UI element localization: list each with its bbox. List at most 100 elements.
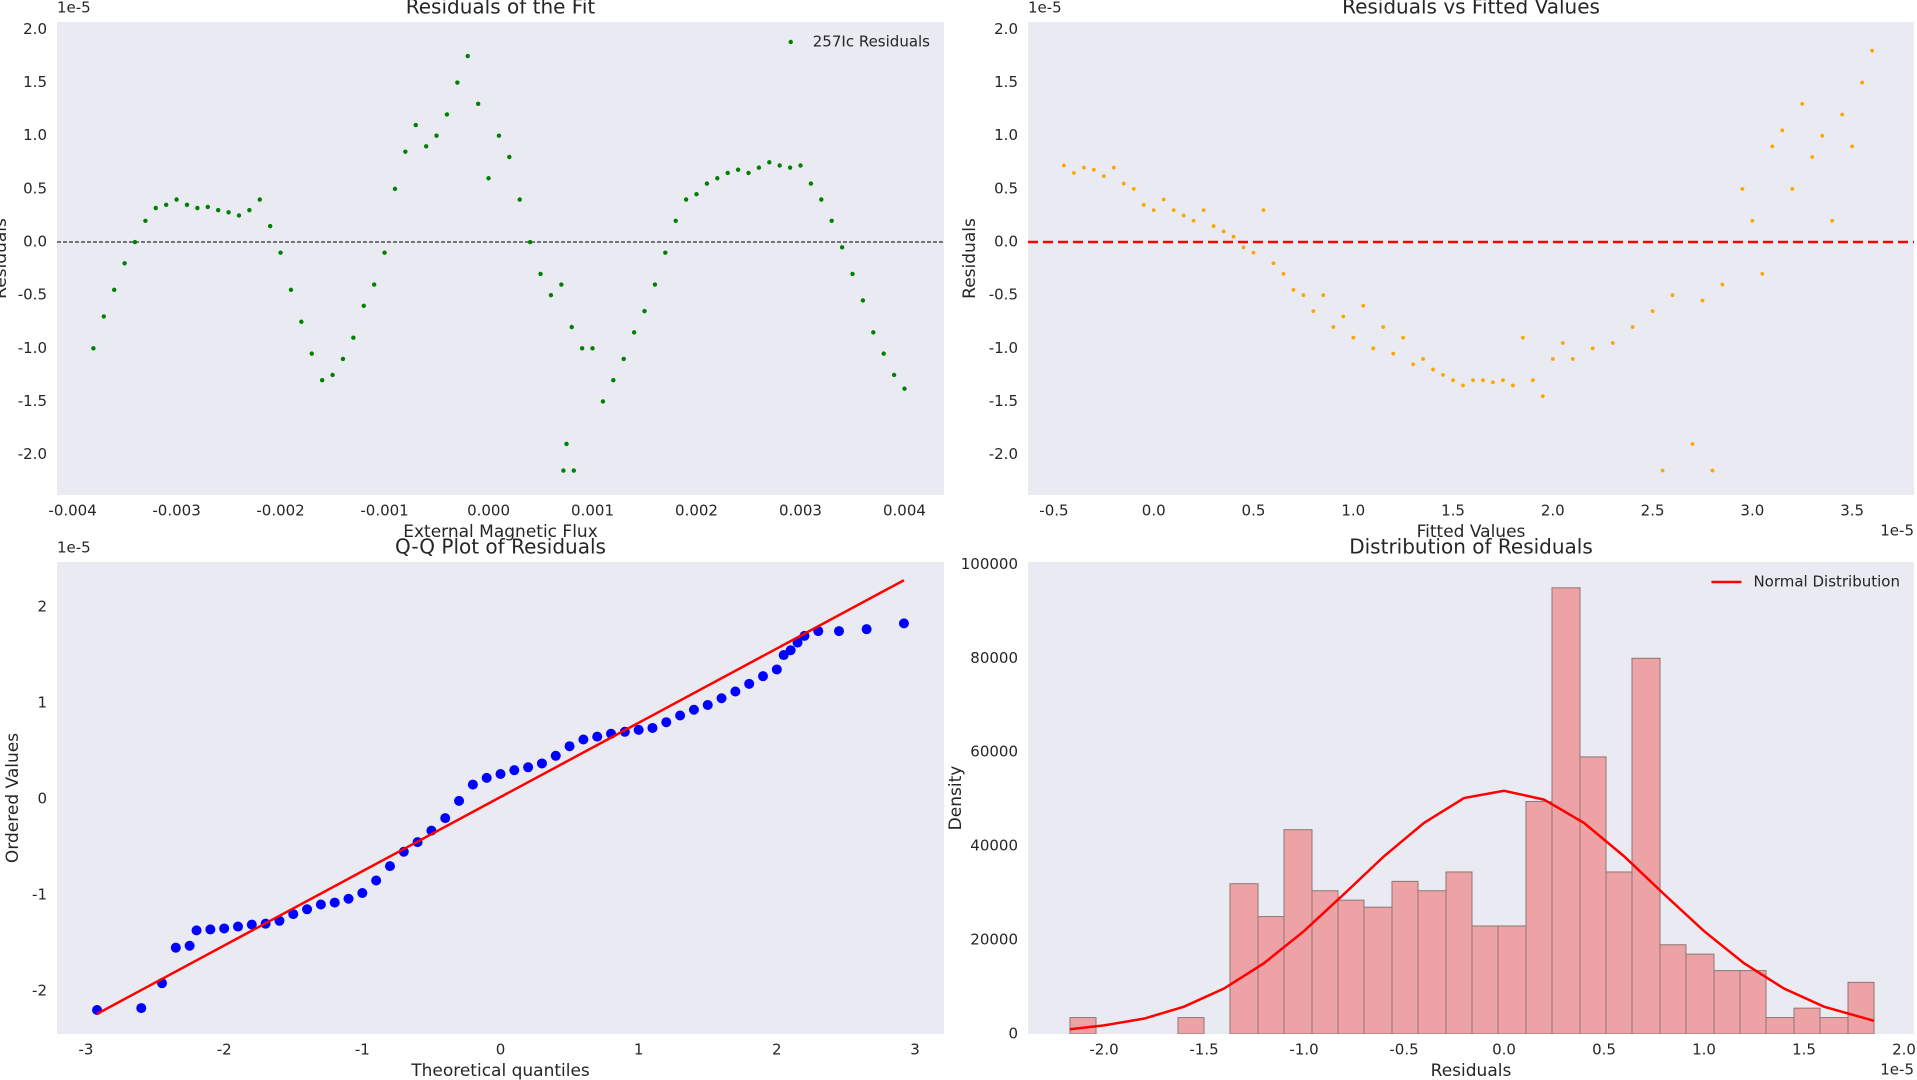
data-point bbox=[329, 897, 340, 908]
data-point bbox=[1441, 372, 1445, 377]
data-point bbox=[850, 271, 855, 277]
data-point bbox=[467, 779, 478, 790]
y-axis-label: Density bbox=[946, 766, 966, 831]
data-point bbox=[1321, 293, 1326, 298]
bar bbox=[1229, 883, 1259, 1034]
x-tick-label: -3 bbox=[79, 1041, 94, 1059]
bar bbox=[1471, 925, 1499, 1034]
data-point bbox=[495, 769, 506, 780]
data-point bbox=[661, 717, 672, 728]
x-offset-label: 1e-5 bbox=[1880, 1061, 1914, 1079]
data-point bbox=[1860, 80, 1865, 85]
data-point bbox=[860, 298, 866, 303]
density-curve bbox=[1069, 789, 1875, 1031]
data-point bbox=[1481, 378, 1485, 383]
data-point bbox=[517, 197, 522, 202]
data-point bbox=[434, 133, 439, 138]
data-point bbox=[1850, 144, 1855, 149]
y-tick-label: 20000 bbox=[970, 931, 1018, 949]
data-point bbox=[163, 202, 169, 208]
y-offset-label: 1e-5 bbox=[57, 0, 91, 17]
y-tick-label: -1 bbox=[32, 885, 47, 903]
data-point bbox=[704, 181, 710, 186]
data-point bbox=[153, 205, 158, 211]
y-tick-label: -1.0 bbox=[18, 339, 47, 357]
bar bbox=[1685, 953, 1715, 1034]
data-point bbox=[232, 921, 243, 932]
x-tick-label: 2 bbox=[772, 1041, 782, 1059]
x-tick-label: 0.001 bbox=[571, 502, 614, 520]
y-tick-label: 0.0 bbox=[994, 233, 1018, 251]
y-offset-label: 1e-5 bbox=[57, 539, 91, 557]
data-point bbox=[1191, 218, 1196, 223]
data-point bbox=[1451, 378, 1455, 383]
bar bbox=[1551, 587, 1581, 1034]
data-point bbox=[1870, 48, 1874, 53]
x-axis-label: Theoretical quantiles bbox=[410, 1061, 590, 1080]
y-axis-label: Residuals bbox=[0, 218, 11, 299]
data-point bbox=[1171, 208, 1176, 213]
data-point bbox=[475, 101, 481, 107]
data-point bbox=[371, 875, 382, 886]
data-point bbox=[455, 80, 460, 85]
data-point bbox=[288, 287, 294, 293]
x-axis-label: Fitted Values bbox=[1417, 522, 1526, 542]
data-point bbox=[746, 170, 751, 176]
data-point bbox=[631, 330, 637, 335]
data-point bbox=[361, 303, 366, 308]
data-point bbox=[600, 399, 606, 404]
data-point bbox=[413, 122, 418, 128]
data-point bbox=[496, 133, 502, 138]
data-point bbox=[1311, 309, 1316, 314]
y-tick-label: -1.0 bbox=[989, 339, 1018, 357]
x-tick-label: 1.5 bbox=[1441, 502, 1465, 520]
data-point bbox=[647, 722, 658, 733]
data-point bbox=[384, 861, 395, 872]
data-point bbox=[288, 909, 299, 920]
data-point bbox=[819, 197, 824, 202]
data-point bbox=[1570, 357, 1575, 361]
data-point bbox=[423, 144, 429, 149]
bar bbox=[1713, 970, 1741, 1034]
y-tick-label: 1.5 bbox=[23, 73, 47, 91]
data-point bbox=[561, 468, 566, 473]
data-point bbox=[195, 205, 200, 211]
panel: Q-Q Plot of Residuals Theoretical quantil… bbox=[3, 535, 944, 1080]
data-point bbox=[1830, 218, 1835, 223]
y-tick-label: -2 bbox=[32, 981, 47, 999]
y-axis-label: Residuals bbox=[960, 218, 980, 299]
x-tick-label: 0.004 bbox=[883, 502, 926, 520]
data-point bbox=[569, 324, 574, 330]
data-point bbox=[1700, 298, 1705, 303]
data-point bbox=[509, 765, 520, 776]
data-point bbox=[1760, 272, 1765, 276]
legend-label: Normal Distribution bbox=[1753, 573, 1900, 591]
data-point bbox=[278, 250, 283, 255]
y-tick-label: 2.0 bbox=[994, 20, 1018, 38]
data-point bbox=[673, 218, 678, 223]
data-point bbox=[642, 308, 647, 314]
data-point bbox=[1790, 186, 1795, 191]
data-point bbox=[392, 186, 398, 192]
data-point bbox=[170, 942, 181, 953]
data-point bbox=[1261, 208, 1266, 213]
x-tick-label: 2.0 bbox=[1541, 502, 1565, 520]
x-tick-label: 0.5 bbox=[1242, 502, 1266, 520]
data-point bbox=[1550, 357, 1555, 361]
data-point bbox=[621, 356, 626, 362]
data-point bbox=[730, 686, 741, 697]
y-tick-label: -0.5 bbox=[18, 286, 47, 304]
data-point bbox=[465, 53, 470, 59]
bar bbox=[1605, 871, 1633, 1034]
data-point bbox=[1231, 234, 1236, 239]
data-point bbox=[309, 351, 314, 356]
data-point bbox=[351, 335, 356, 340]
data-point bbox=[744, 678, 755, 689]
y-tick-label: 60000 bbox=[970, 743, 1018, 761]
x-tick-label: -0.004 bbox=[48, 502, 96, 520]
x-tick-label: 0.5 bbox=[1592, 1041, 1616, 1059]
x-tick-label: -0.003 bbox=[152, 502, 200, 520]
data-point bbox=[578, 734, 589, 745]
data-point bbox=[861, 624, 872, 635]
